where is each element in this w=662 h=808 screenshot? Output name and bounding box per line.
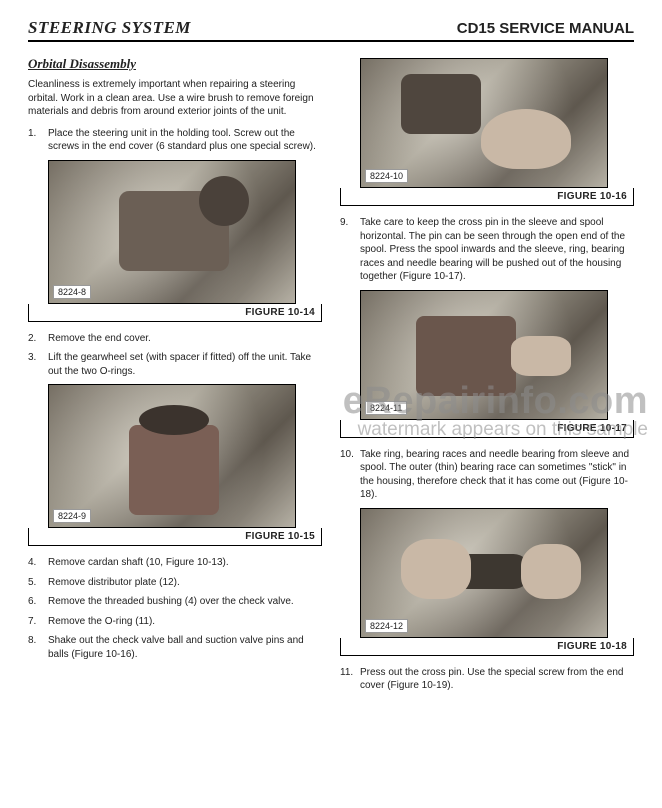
- figure-caption: FIGURE 10-16: [340, 188, 634, 206]
- figure-label: 8224-12: [365, 619, 408, 633]
- figure-label: 8224-8: [53, 285, 91, 299]
- step-item: 11. Press out the cross pin. Use the spec…: [340, 666, 634, 693]
- step-number: 8.: [28, 634, 44, 648]
- step-item: 2. Remove the end cover.: [28, 332, 322, 346]
- step-number: 9.: [340, 216, 356, 230]
- step-text: Shake out the check valve ball and sucti…: [48, 635, 304, 660]
- step-number: 3.: [28, 351, 44, 365]
- step-number: 6.: [28, 595, 44, 609]
- left-column: Orbital Disassembly Cleanliness is extre…: [28, 56, 322, 699]
- step-item: 9. Take care to keep the cross pin in the…: [340, 216, 634, 284]
- step-text: Remove the end cover.: [48, 333, 151, 344]
- step-item: 7. Remove the O-ring (11).: [28, 615, 322, 629]
- step-item: 10. Take ring, bearing races and needle b…: [340, 448, 634, 502]
- figure-caption: FIGURE 10-14: [28, 304, 322, 322]
- figure-label: 8224-9: [53, 509, 91, 523]
- step-list: 10. Take ring, bearing races and needle b…: [340, 448, 634, 502]
- figure-10-16: 8224-10 FIGURE 10-16: [340, 58, 634, 206]
- page-root: STEERING SYSTEM CD15 SERVICE MANUAL Orbi…: [0, 0, 662, 709]
- figure-image: 8224-9: [49, 385, 295, 527]
- header-manual-title: CD15 SERVICE MANUAL: [457, 20, 634, 37]
- subsection-heading: Orbital Disassembly: [28, 56, 322, 72]
- figure-caption: FIGURE 10-18: [340, 638, 634, 656]
- step-number: 10.: [340, 448, 356, 462]
- figure-image: 8224-8: [49, 161, 295, 303]
- figure-image: 8224-12: [361, 509, 607, 637]
- step-number: 5.: [28, 576, 44, 590]
- intro-paragraph: Cleanliness is extremely important when …: [28, 78, 322, 119]
- figure-10-14: 8224-8 FIGURE 10-14: [28, 160, 322, 322]
- figure-image: 8224-11: [361, 291, 607, 419]
- step-item: 3. Lift the gearwheel set (with spacer if…: [28, 351, 322, 378]
- figure-10-15: 8224-9 FIGURE 10-15: [28, 384, 322, 546]
- step-text: Take care to keep the cross pin in the s…: [360, 217, 625, 282]
- step-number: 1.: [28, 127, 44, 141]
- figure-caption: FIGURE 10-17: [340, 420, 634, 438]
- step-list: 11. Press out the cross pin. Use the spec…: [340, 666, 634, 693]
- figure-label: 8224-11: [365, 401, 407, 415]
- figure-10-18: 8224-12 FIGURE 10-18: [340, 508, 634, 656]
- step-item: 1. Place the steering unit in the holding…: [28, 127, 322, 154]
- step-text: Remove cardan shaft (10, Figure 10-13).: [48, 557, 229, 568]
- step-text: Remove the threaded bushing (4) over the…: [48, 596, 294, 607]
- right-column: 8224-10 FIGURE 10-16 9. Take care to keep…: [340, 56, 634, 699]
- step-list: 2. Remove the end cover. 3. Lift the gearwh…: [28, 332, 322, 379]
- step-text: Place the steering unit in the holding t…: [48, 128, 316, 153]
- step-list: 9. Take care to keep the cross pin in the…: [340, 216, 634, 284]
- step-item: 4. Remove cardan shaft (10, Figure 10-13)…: [28, 556, 322, 570]
- step-text: Remove the O-ring (11).: [48, 616, 155, 627]
- step-text: Lift the gearwheel set (with spacer if f…: [48, 352, 311, 377]
- step-number: 4.: [28, 556, 44, 570]
- step-item: 5. Remove distributor plate (12).: [28, 576, 322, 590]
- figure-caption: FIGURE 10-15: [28, 528, 322, 546]
- step-number: 11.: [340, 666, 356, 680]
- figure-10-17: 8224-11 FIGURE 10-17: [340, 290, 634, 438]
- step-item: 6. Remove the threaded bushing (4) over t…: [28, 595, 322, 609]
- page-header: STEERING SYSTEM CD15 SERVICE MANUAL: [28, 18, 634, 42]
- step-number: 7.: [28, 615, 44, 629]
- step-list: 1. Place the steering unit in the holding…: [28, 127, 322, 154]
- figure-label: 8224-10: [365, 169, 408, 183]
- figure-image: 8224-10: [361, 59, 607, 187]
- header-section-title: STEERING SYSTEM: [28, 18, 191, 38]
- step-item: 8. Shake out the check valve ball and suc…: [28, 634, 322, 661]
- step-text: Take ring, bearing races and needle bear…: [360, 449, 629, 501]
- step-text: Remove distributor plate (12).: [48, 577, 180, 588]
- step-list: 4. Remove cardan shaft (10, Figure 10-13)…: [28, 556, 322, 661]
- step-number: 2.: [28, 332, 44, 346]
- content-columns: Orbital Disassembly Cleanliness is extre…: [28, 56, 634, 699]
- step-text: Press out the cross pin. Use the special…: [360, 667, 623, 692]
